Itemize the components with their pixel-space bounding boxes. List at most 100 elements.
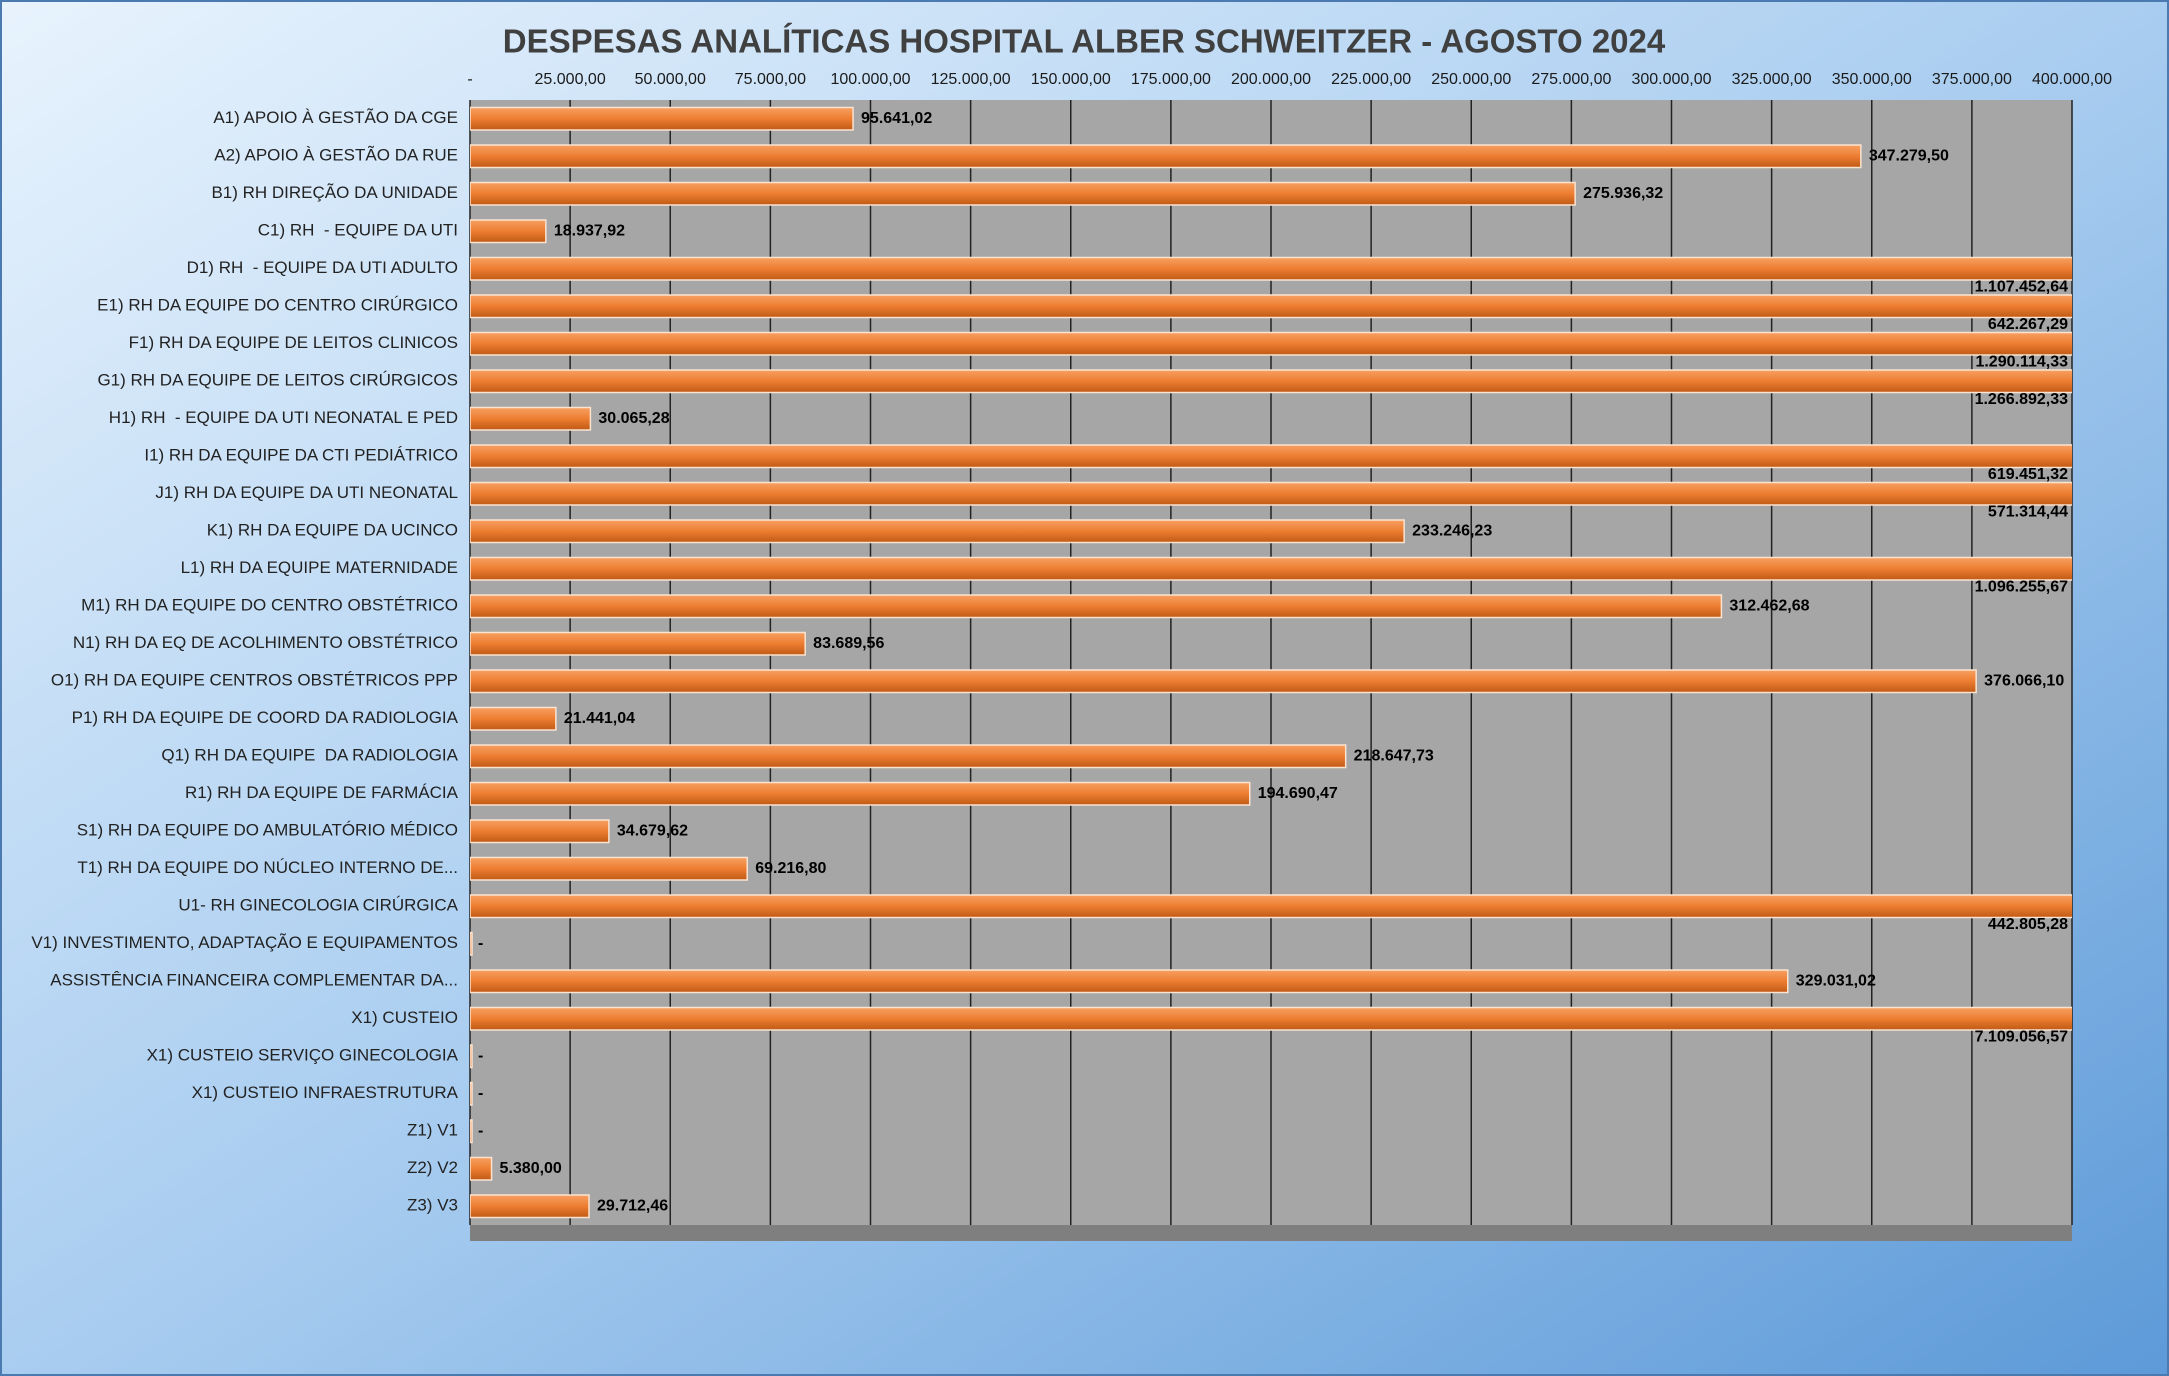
bar [470,669,1977,694]
bar [470,331,2072,356]
y-tick-label: B1) RH DIREÇÃO DA UNIDADE [211,183,458,202]
y-tick-label: U1- RH GINECOLOGIA CIRÚRGICA [178,896,458,915]
x-tick-label: 50.000,00 [635,71,706,88]
bar [470,1156,493,1181]
bar [470,406,592,431]
y-tick-label: V1) INVESTIMENTO, ADAPTAÇÃO E EQUIPAMENT… [31,933,458,952]
value-label: - [478,1047,483,1064]
bar [470,1119,473,1144]
y-tick-label: I1) RH DA EQUIPE DA CTI PEDIÁTRICO [144,446,458,465]
y-tick-label: D1) RH - EQUIPE DA UTI ADULTO [187,258,458,277]
value-label: 218.647,73 [1354,747,1434,764]
value-label: 21.441,04 [564,710,635,727]
value-label: 95.641,02 [861,110,932,127]
bar [470,931,473,956]
chart-title: DESPESAS ANALÍTICAS HOSPITAL ALBER SCHWE… [503,23,1666,60]
y-tick-label: T1) RH DA EQUIPE DO NÚCLEO INTERNO DE... [77,858,458,877]
bar [470,144,1862,169]
x-tick-label: 300.000,00 [1631,71,1711,88]
x-tick-label: 125.000,00 [931,71,1011,88]
value-label: 1.107.452,64 [1975,279,2069,296]
x-tick-label: 200.000,00 [1231,71,1311,88]
bar [470,294,2072,319]
bar [470,1006,2072,1031]
y-tick-label: O1) RH DA EQUIPE CENTROS OBSTÉTRICOS PPP [51,671,458,690]
y-tick-label: Z2) V2 [407,1158,458,1177]
value-label: 30.065,28 [598,410,669,427]
y-tick-label: X1) CUSTEIO SERVIÇO GINECOLOGIA [147,1046,459,1065]
y-tick-label: G1) RH DA EQUIPE DE LEITOS CIRÚRGICOS [97,371,458,390]
x-tick-label: 375.000,00 [1932,71,2012,88]
y-tick-label: Z1) V1 [407,1121,458,1140]
bar [470,594,1723,619]
value-label: 642.267,29 [1988,316,2068,333]
y-tick-label: P1) RH DA EQUIPE DE COORD DA RADIOLOGIA [72,708,459,727]
bar [470,444,2072,469]
y-tick-label: F1) RH DA EQUIPE DE LEITOS CLINICOS [129,333,458,352]
y-tick-label: X1) CUSTEIO [351,1008,458,1027]
value-label: 442.805,28 [1988,916,2068,933]
value-label: 275.936,32 [1583,185,1663,202]
y-tick-label: M1) RH DA EQUIPE DO CENTRO OBSTÉTRICO [81,596,458,615]
x-tick-label: 175.000,00 [1131,71,1211,88]
x-tick-label: - [467,71,472,88]
y-tick-label: S1) RH DA EQUIPE DO AMBULATÓRIO MÉDICO [77,821,458,840]
value-label: 18.937,92 [554,222,625,239]
value-label: 376.066,10 [1984,672,2064,689]
y-tick-label: A1) APOIO À GESTÃO DA CGE [213,108,458,127]
value-label: 69.216,80 [755,860,826,877]
value-label: 1.290.114,33 [1975,354,2068,371]
value-label: 329.031,02 [1796,972,1876,989]
y-tick-label: N1) RH DA EQ DE ACOLHIMENTO OBSTÉTRICO [73,633,458,652]
value-label: 29.712,46 [597,1197,668,1214]
bar [470,556,2072,581]
value-label: 194.690,47 [1258,785,1338,802]
bar [470,181,1576,206]
value-label: 34.679,62 [617,822,688,839]
y-tick-label: Z3) V3 [407,1196,458,1215]
y-tick-label: C1) RH - EQUIPE DA UTI [258,221,458,240]
bar [470,219,547,244]
value-label: 83.689,56 [813,635,884,652]
y-tick-label: A2) APOIO À GESTÃO DA RUE [214,146,458,165]
y-tick-label: L1) RH DA EQUIPE MATERNIDADE [181,558,458,577]
bar [470,706,557,731]
value-label: - [478,935,483,952]
x-tick-label: 275.000,00 [1531,71,1611,88]
value-label: 619.451,32 [1988,466,2068,483]
bar [470,969,1789,994]
bar [470,631,806,656]
bar [470,744,1347,769]
y-tick-label: J1) RH DA EQUIPE DA UTI NEONATAL [155,483,458,502]
value-label: 347.279,50 [1869,147,1949,164]
value-label: 571.314,44 [1988,504,2068,521]
value-label: 5.380,00 [500,1160,562,1177]
value-label: 233.246,23 [1412,522,1492,539]
bar [470,1081,473,1106]
value-label: - [478,1085,483,1102]
value-label: 312.462,68 [1729,597,1809,614]
value-label: 7.109.056,57 [1975,1029,2069,1046]
y-tick-label: E1) RH DA EQUIPE DO CENTRO CIRÚRGICO [97,296,458,315]
x-tick-label: 325.000,00 [1732,71,1812,88]
value-label: 1.096.255,67 [1975,579,2069,596]
x-tick-label: 225.000,00 [1331,71,1411,88]
x-tick-label: 75.000,00 [735,71,806,88]
bar [470,369,2072,394]
y-tick-label: K1) RH DA EQUIPE DA UCINCO [207,521,458,540]
bar [470,1194,590,1219]
value-label: - [478,1122,483,1139]
bar [470,1044,473,1069]
y-tick-label: ASSISTÊNCIA FINANCEIRA COMPLEMENTAR DA..… [50,971,458,990]
x-tick-label: 25.000,00 [535,71,606,88]
bar [470,856,748,881]
bar [470,519,1405,544]
y-tick-label: X1) CUSTEIO INFRAESTRUTURA [192,1083,459,1102]
y-tick-label: R1) RH DA EQUIPE DE FARMÁCIA [185,783,459,802]
y-tick-label: H1) RH - EQUIPE DA UTI NEONATAL E PED [109,408,458,427]
x-tick-label: 150.000,00 [1031,71,1111,88]
x-tick-label: 100.000,00 [830,71,910,88]
value-label: 1.266.892,33 [1975,391,2069,408]
bar [470,106,854,131]
